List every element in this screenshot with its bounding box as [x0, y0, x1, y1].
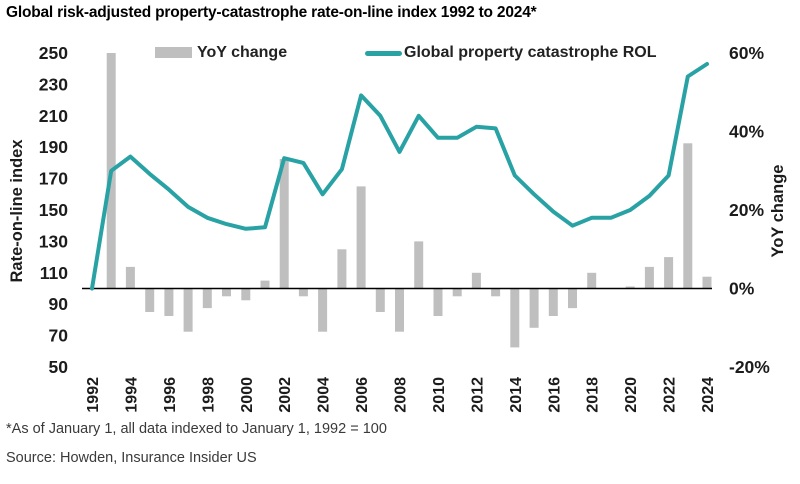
yoy-bar-2017	[568, 288, 577, 309]
yoy-bar-2023	[683, 143, 693, 289]
chart-title: Global risk-adjusted property-catastroph…	[6, 4, 537, 21]
left-axis-tick: 50	[49, 357, 69, 377]
x-axis-tick: 2014	[508, 377, 525, 413]
left-axis-tick: 250	[39, 43, 68, 63]
x-axis-tick: 1992	[85, 377, 102, 413]
legend-line-swatch	[365, 51, 402, 56]
left-axis-title: Rate-on-line index	[8, 139, 26, 283]
yoy-bar-2004	[318, 288, 328, 332]
left-axis-tick: 130	[39, 231, 68, 251]
rol-line	[90, 62, 709, 291]
source-note: Source: Howden, Insurance Insider US	[6, 450, 257, 466]
yoy-bar-1995	[145, 288, 155, 312]
yoy-bar-2011	[452, 288, 462, 297]
yoy-bar-2007	[375, 288, 385, 312]
right-axis-tick: -20%	[729, 357, 770, 377]
yoy-bar-2003	[298, 288, 308, 297]
right-axis-tick: 20%	[729, 200, 764, 220]
yoy-bar-2000	[241, 288, 251, 301]
legend-bar-swatch	[155, 47, 192, 58]
yoy-bar-1994	[125, 266, 135, 289]
yoy-bar-2013	[491, 288, 501, 297]
x-axis-tick: 2010	[431, 377, 448, 413]
x-axis-tick: 2020	[623, 377, 640, 413]
yoy-bar-2016	[548, 288, 558, 316]
yoy-bar-2002	[279, 159, 289, 289]
right-axis-tick: 60%	[729, 43, 764, 63]
yoy-bar-1996	[164, 288, 174, 316]
left-axis-tick: 110	[40, 263, 68, 283]
x-axis-tick: 2016	[546, 377, 563, 413]
yoy-bar-2024	[702, 276, 712, 289]
yoy-bar-1999	[222, 288, 231, 297]
yoy-bar-2014	[510, 288, 520, 348]
yoy-bar-2001	[260, 280, 270, 289]
left-axis-tick: 90	[49, 294, 69, 314]
yoy-bar-1998	[202, 288, 212, 309]
x-axis-tick: 1996	[162, 377, 179, 413]
yoy-bar-2008	[395, 288, 404, 332]
yoy-bar-2022	[664, 257, 674, 289]
x-axis-tick: 1994	[123, 377, 140, 413]
right-axis-tick: 0%	[729, 279, 755, 299]
yoy-bar-2009	[414, 241, 424, 289]
yoy-bar-2021	[644, 266, 654, 289]
left-axis-tick: 170	[39, 169, 68, 189]
x-axis-tick: 2000	[239, 377, 256, 413]
left-axis-tick: 210	[39, 106, 68, 126]
x-axis-tick: 2002	[277, 377, 294, 413]
left-axis-tick: 70	[49, 326, 69, 346]
footnote: *As of January 1, all data indexed to Ja…	[6, 421, 387, 437]
legend-line-label: Global property catastrophe ROL	[404, 44, 657, 61]
x-axis-tick: 2008	[393, 377, 410, 413]
yoy-bar-2018	[587, 272, 597, 289]
yoy-bar-2015	[529, 288, 539, 328]
yoy-bar-2006	[356, 186, 366, 289]
left-axis-tick: 150	[39, 200, 68, 220]
right-axis-title: YoY change	[769, 165, 787, 258]
x-axis-tick: 2024	[700, 377, 717, 413]
yoy-bar-2005	[337, 249, 347, 289]
x-axis-tick: 2004	[316, 377, 333, 413]
yoy-bar-2010	[433, 288, 443, 316]
x-axis-tick: 1998	[200, 377, 217, 413]
legend-bar-label: YoY change	[197, 44, 288, 61]
yoy-bar-2020	[625, 286, 635, 289]
left-axis-tick: 230	[39, 74, 68, 94]
x-axis-tick: 2012	[469, 377, 486, 413]
yoy-bar-2012	[471, 272, 481, 289]
x-axis-tick: 2006	[354, 377, 371, 413]
x-axis-tick: 2018	[585, 377, 602, 413]
left-axis-tick: 190	[39, 137, 68, 157]
x-axis-tick: 2022	[662, 377, 679, 413]
right-axis-tick: 40%	[729, 122, 764, 142]
yoy-bar-1997	[183, 288, 193, 332]
